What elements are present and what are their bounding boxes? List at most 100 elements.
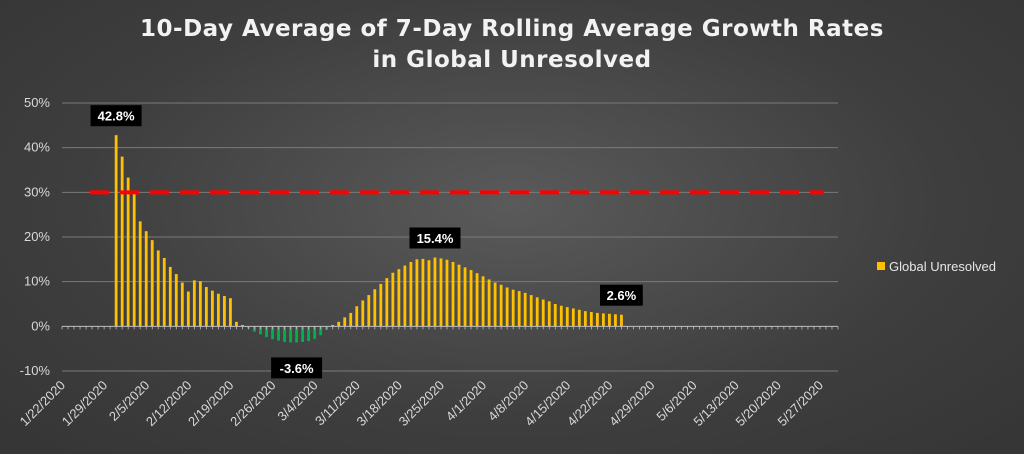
- bar: [138, 221, 142, 327]
- bar: [529, 295, 533, 327]
- chart-title-line-2: in Global Unresolved: [372, 47, 652, 73]
- bar: [553, 304, 557, 327]
- bar: [289, 326, 292, 343]
- bar: [210, 290, 214, 327]
- chart-title: 10-Day Average of 7-Day Rolling Average …: [0, 14, 1024, 76]
- bar: [451, 262, 455, 327]
- x-tick-label: 5/27/2020: [775, 378, 827, 430]
- bar: [361, 300, 365, 327]
- callout-label: -3.6%: [280, 361, 314, 376]
- bar: [445, 259, 449, 327]
- bar: [547, 301, 551, 327]
- callout-box: [90, 105, 142, 127]
- bars: [114, 135, 623, 343]
- legend-label: Global Unresolved: [889, 259, 996, 274]
- bar: [565, 307, 569, 327]
- bar: [259, 326, 262, 335]
- bar: [186, 291, 190, 327]
- bar: [577, 309, 581, 327]
- bar: [277, 326, 280, 341]
- bar: [463, 267, 467, 327]
- bar: [295, 326, 298, 343]
- x-tick-label: 4/1/2020: [443, 378, 489, 424]
- bar: [499, 284, 503, 327]
- bar: [349, 312, 353, 327]
- x-axis: [61, 325, 839, 330]
- y-tick-label: -10%: [20, 363, 51, 378]
- bar: [535, 297, 539, 327]
- x-tick-label: 3/25/2020: [396, 378, 448, 430]
- bar: [373, 289, 377, 327]
- bar: [614, 314, 617, 327]
- bar: [541, 299, 545, 327]
- y-tick-label: 50%: [24, 95, 50, 110]
- bar: [511, 289, 515, 327]
- bar: [439, 258, 443, 327]
- bar: [114, 135, 118, 327]
- bar: [571, 308, 575, 327]
- bar: [481, 276, 485, 327]
- bar: [487, 279, 491, 327]
- x-tick-label: 4/29/2020: [606, 378, 658, 430]
- chart-title-line-1: 10-Day Average of 7-Day Rolling Average …: [140, 16, 884, 42]
- bar: [162, 257, 166, 327]
- callout-box: [600, 284, 643, 306]
- bar: [156, 250, 160, 327]
- bar: [174, 274, 178, 327]
- bar: [180, 282, 184, 327]
- bar: [523, 292, 527, 327]
- bar: [331, 324, 335, 327]
- bar: [602, 313, 605, 327]
- data-callouts: 42.8% -3.6% 15.4% 2.6%: [90, 105, 643, 379]
- bar: [168, 266, 172, 327]
- bar: [595, 312, 599, 327]
- callout-label: 2.6%: [607, 288, 637, 303]
- bar: [229, 298, 232, 327]
- bar: [307, 326, 311, 342]
- callout-box: [271, 357, 323, 379]
- bar: [301, 326, 305, 342]
- y-tick-label: 30%: [24, 184, 50, 199]
- bar: [559, 305, 563, 327]
- bar: [198, 281, 202, 327]
- bar: [144, 231, 148, 327]
- bar: [355, 306, 359, 327]
- bar: [132, 192, 136, 327]
- bar: [403, 265, 407, 327]
- bar: [337, 321, 341, 327]
- bar: [589, 312, 593, 327]
- bar: [367, 295, 371, 327]
- bar: [217, 293, 220, 327]
- bar: [457, 264, 461, 327]
- bar: [319, 326, 323, 336]
- bar: [241, 324, 244, 327]
- callout-label: 15.4%: [417, 231, 454, 246]
- bar: [415, 259, 419, 327]
- bar: [427, 260, 431, 327]
- bar: [391, 272, 395, 327]
- y-tick-label: 40%: [24, 140, 50, 155]
- bar: [409, 262, 413, 327]
- bar: [469, 270, 473, 327]
- legend-swatch: [877, 262, 885, 270]
- bar: [126, 177, 130, 327]
- bar: [192, 280, 196, 327]
- bar: [120, 156, 124, 327]
- bar: [343, 317, 347, 327]
- bar: [204, 287, 208, 327]
- bar: [150, 240, 154, 327]
- callout-label: 42.8%: [98, 109, 135, 124]
- bar: [493, 282, 497, 327]
- bar: [397, 269, 401, 327]
- x-tick-label: 1/29/2020: [59, 378, 111, 430]
- x-tick-label: 2/26/2020: [227, 378, 279, 430]
- bar: [421, 258, 425, 327]
- x-axis-tick-labels: 1/22/20201/29/20202/5/20202/12/20202/19/…: [17, 378, 826, 430]
- y-tick-label: 10%: [24, 274, 50, 289]
- bar: [283, 326, 286, 342]
- bar: [385, 278, 389, 327]
- callout-box: [409, 227, 461, 249]
- y-tick-label: 20%: [24, 229, 50, 244]
- bar: [433, 257, 437, 327]
